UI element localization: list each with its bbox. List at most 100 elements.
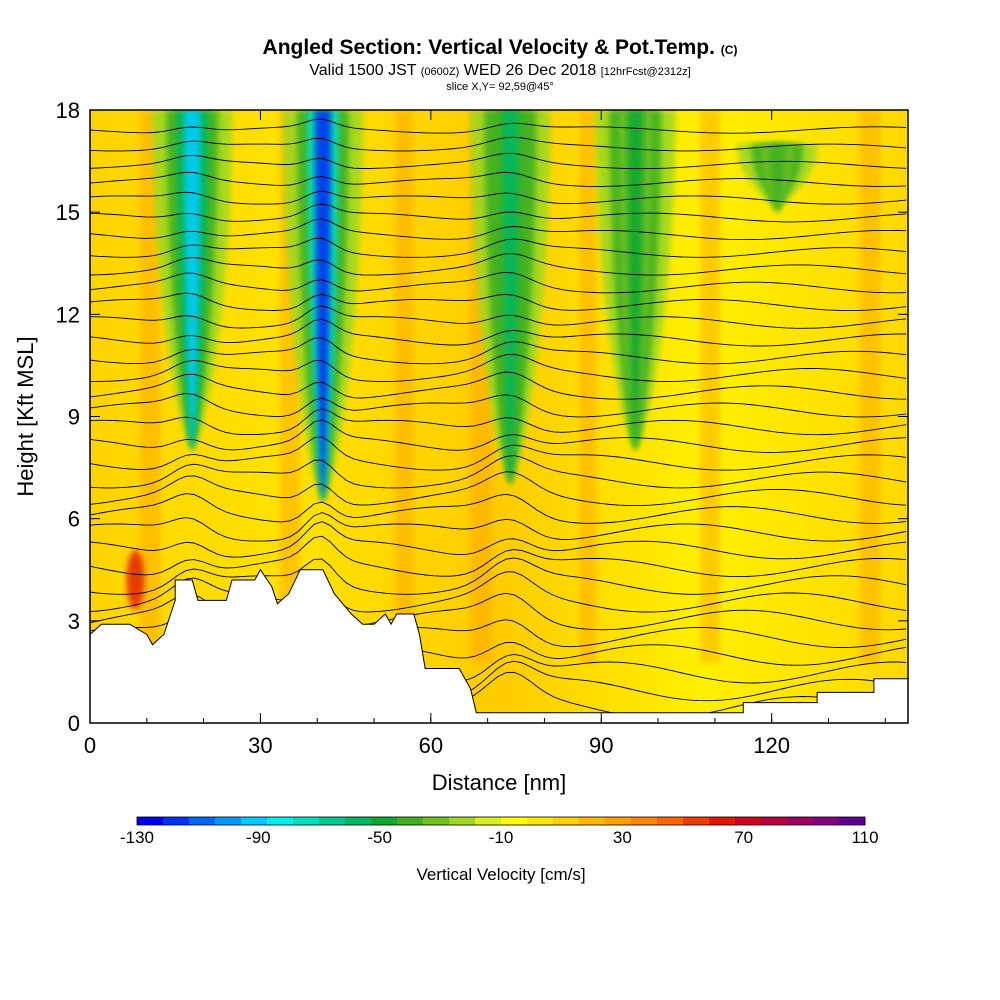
isentrope-line [90,392,907,418]
isentrope-line [90,190,907,205]
colorbar-swatch [371,817,398,825]
isentrope-line [90,203,907,223]
colorbar-swatch [657,817,684,825]
chart-title-text: Angled Section: Vertical Velocity & Pot.… [262,36,715,59]
colorbar-swatch [787,817,814,825]
colorbar-tick-label: 110 [851,828,878,847]
y-tick-label: 15 [56,200,80,225]
isentrope-line [90,292,907,312]
isentrope-line [90,419,907,453]
colorbar-swatch [761,817,788,825]
isentrope-line [90,305,907,329]
y-tick-label: 0 [68,711,80,736]
isentrope-line [90,571,907,613]
y-tick-label: 12 [56,302,80,327]
isentrope-line [90,535,907,578]
colorbar-swatch [553,817,580,825]
warm-streak [700,110,720,663]
forecast-info: [12hrFcst@2312z] [600,66,691,78]
isentrope-line [90,136,907,152]
isentrope-line [90,512,907,542]
colorbar-swatch [397,817,424,825]
downdraft-plume [184,110,201,451]
colorbar-tick-label: -90 [246,828,271,847]
isentrope-line [90,408,907,436]
colorbar-swatch [813,817,840,825]
warm-streak [395,110,413,663]
colorbar-swatch [423,817,450,825]
colorbar-swatch [189,817,216,825]
terrain [89,568,909,724]
isentrope-line [90,237,907,258]
colorbar-tick-label: 30 [613,828,632,847]
colorbar-swatch [735,817,762,825]
isentrope-line [90,521,907,560]
isentrope-line [90,271,907,294]
colorbar-swatch [241,817,268,825]
x-tick-label: 30 [248,733,272,758]
x-tick-label: 90 [589,733,613,758]
y-tick-label: 3 [68,609,80,634]
colorbar-swatch [345,817,372,825]
chart-title-unit: (C) [720,43,738,57]
colorbar-swatch [319,817,346,825]
isentrope-line [90,436,907,471]
isentrope-line [90,493,907,524]
isentrope-line [90,318,906,347]
colorbar-swatch [605,817,632,825]
colorbar-swatch [709,817,736,825]
colorbar-swatch [137,817,164,825]
valid-time: Valid 1500 JST [309,62,417,79]
colorbar-swatch [501,817,528,825]
colorbar-swatch [683,817,710,825]
downdraft-plume [502,110,519,485]
y-tick-label: 18 [56,98,80,123]
isentrope-line [90,118,907,134]
x-tick-label: 0 [84,733,96,758]
colorbar-swatch [215,817,242,825]
isentrope-line [90,152,907,170]
colorbar-tick-label: -10 [489,828,514,847]
warm-streak [860,110,880,663]
isentrope-line [90,337,907,365]
valid-date: WED 26 Dec 2018 [463,62,597,79]
colorbar: -130 -90 -50 -10 30 70 110 Vertical Velocity [c… [120,816,879,884]
x-tick-label: 120 [753,733,790,758]
isentrope-line [90,253,907,276]
colorbar-tick-label: -50 [367,828,392,847]
isentrope-line [90,171,907,187]
colorbar-swatch [839,817,866,825]
colorbar-tick-label: 70 [734,828,753,847]
y-axis-title: Height [Kft MSL] [13,336,38,496]
colorbar-swatch [163,817,190,825]
axes: 0 30 60 90 120 0 3 6 9 12 15 18 Distance [nm] Height … [13,98,909,795]
isentrope-line [90,471,907,507]
colorbar-swatch [449,817,476,825]
y-tick-label: 6 [68,507,80,532]
warm-streak [60,110,80,663]
isentrope-line [90,353,907,382]
colorbar-swatch [527,817,554,825]
colorbar-frame [136,816,866,826]
chart-title: Angled Section: Vertical Velocity & Pot.… [0,36,1000,62]
chart-subtitle: Valid 1500 JST (0600Z) WED 26 Dec 2018 [… [0,62,1000,81]
valid-utc: (0600Z) [420,66,460,78]
colorbar-tick-label: -130 [120,828,154,847]
isentrope-line [90,455,907,489]
title-block: Angled Section: Vertical Velocity & Pot.… [0,36,1000,93]
x-axis-title: Distance [nm] [432,770,567,795]
isentrope-line [90,218,907,241]
colorbar-swatch [267,817,294,825]
y-tick-label: 9 [68,405,80,430]
x-tick-label: 60 [419,733,443,758]
colorbar-swatch [475,817,502,825]
isentrope-line [90,371,907,400]
hot-spot [126,549,145,610]
terrain-mask [89,568,909,724]
colorbar-swatch [579,817,606,825]
isentrope-line [90,557,907,595]
downdraft-plume [627,110,644,451]
colorbar-title: Vertical Velocity [cm/s] [416,865,585,884]
colorbar-swatch [293,817,320,825]
